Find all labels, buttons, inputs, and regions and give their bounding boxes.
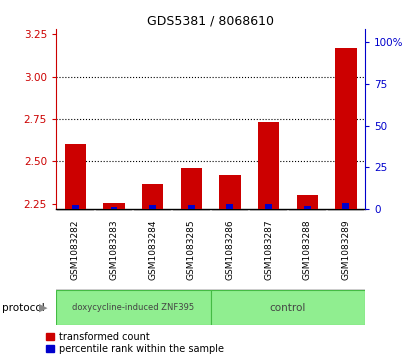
Legend: transformed count, percentile rank within the sample: transformed count, percentile rank withi… (46, 332, 224, 354)
Text: GSM1083287: GSM1083287 (264, 219, 273, 280)
Bar (149, 205, 156, 209)
Bar (219, 175, 241, 209)
Text: GSM1083286: GSM1083286 (225, 219, 234, 280)
Bar (103, 203, 124, 209)
Bar (210, 290, 365, 325)
Text: GSM1083283: GSM1083283 (110, 219, 119, 280)
Bar (335, 48, 356, 209)
Bar (297, 195, 318, 209)
Bar (227, 204, 233, 209)
Text: ▶: ▶ (39, 303, 47, 313)
Bar (56, 290, 210, 325)
Bar (65, 144, 86, 209)
Text: control: control (270, 303, 306, 313)
Text: GSM1083288: GSM1083288 (303, 219, 312, 280)
Text: GSM1083285: GSM1083285 (187, 219, 196, 280)
Bar (304, 206, 311, 209)
Text: GSM1083284: GSM1083284 (148, 219, 157, 280)
Bar (181, 168, 202, 209)
Bar (265, 204, 272, 209)
Bar (142, 184, 163, 209)
Bar (258, 122, 279, 209)
Bar (188, 205, 195, 209)
Bar (110, 207, 117, 209)
Bar (342, 203, 349, 209)
Text: doxycycline-induced ZNF395: doxycycline-induced ZNF395 (72, 303, 194, 312)
Text: protocol: protocol (2, 303, 45, 313)
Bar (72, 205, 79, 209)
Text: GSM1083289: GSM1083289 (342, 219, 350, 280)
Text: GSM1083282: GSM1083282 (71, 219, 80, 280)
Title: GDS5381 / 8068610: GDS5381 / 8068610 (147, 15, 274, 28)
